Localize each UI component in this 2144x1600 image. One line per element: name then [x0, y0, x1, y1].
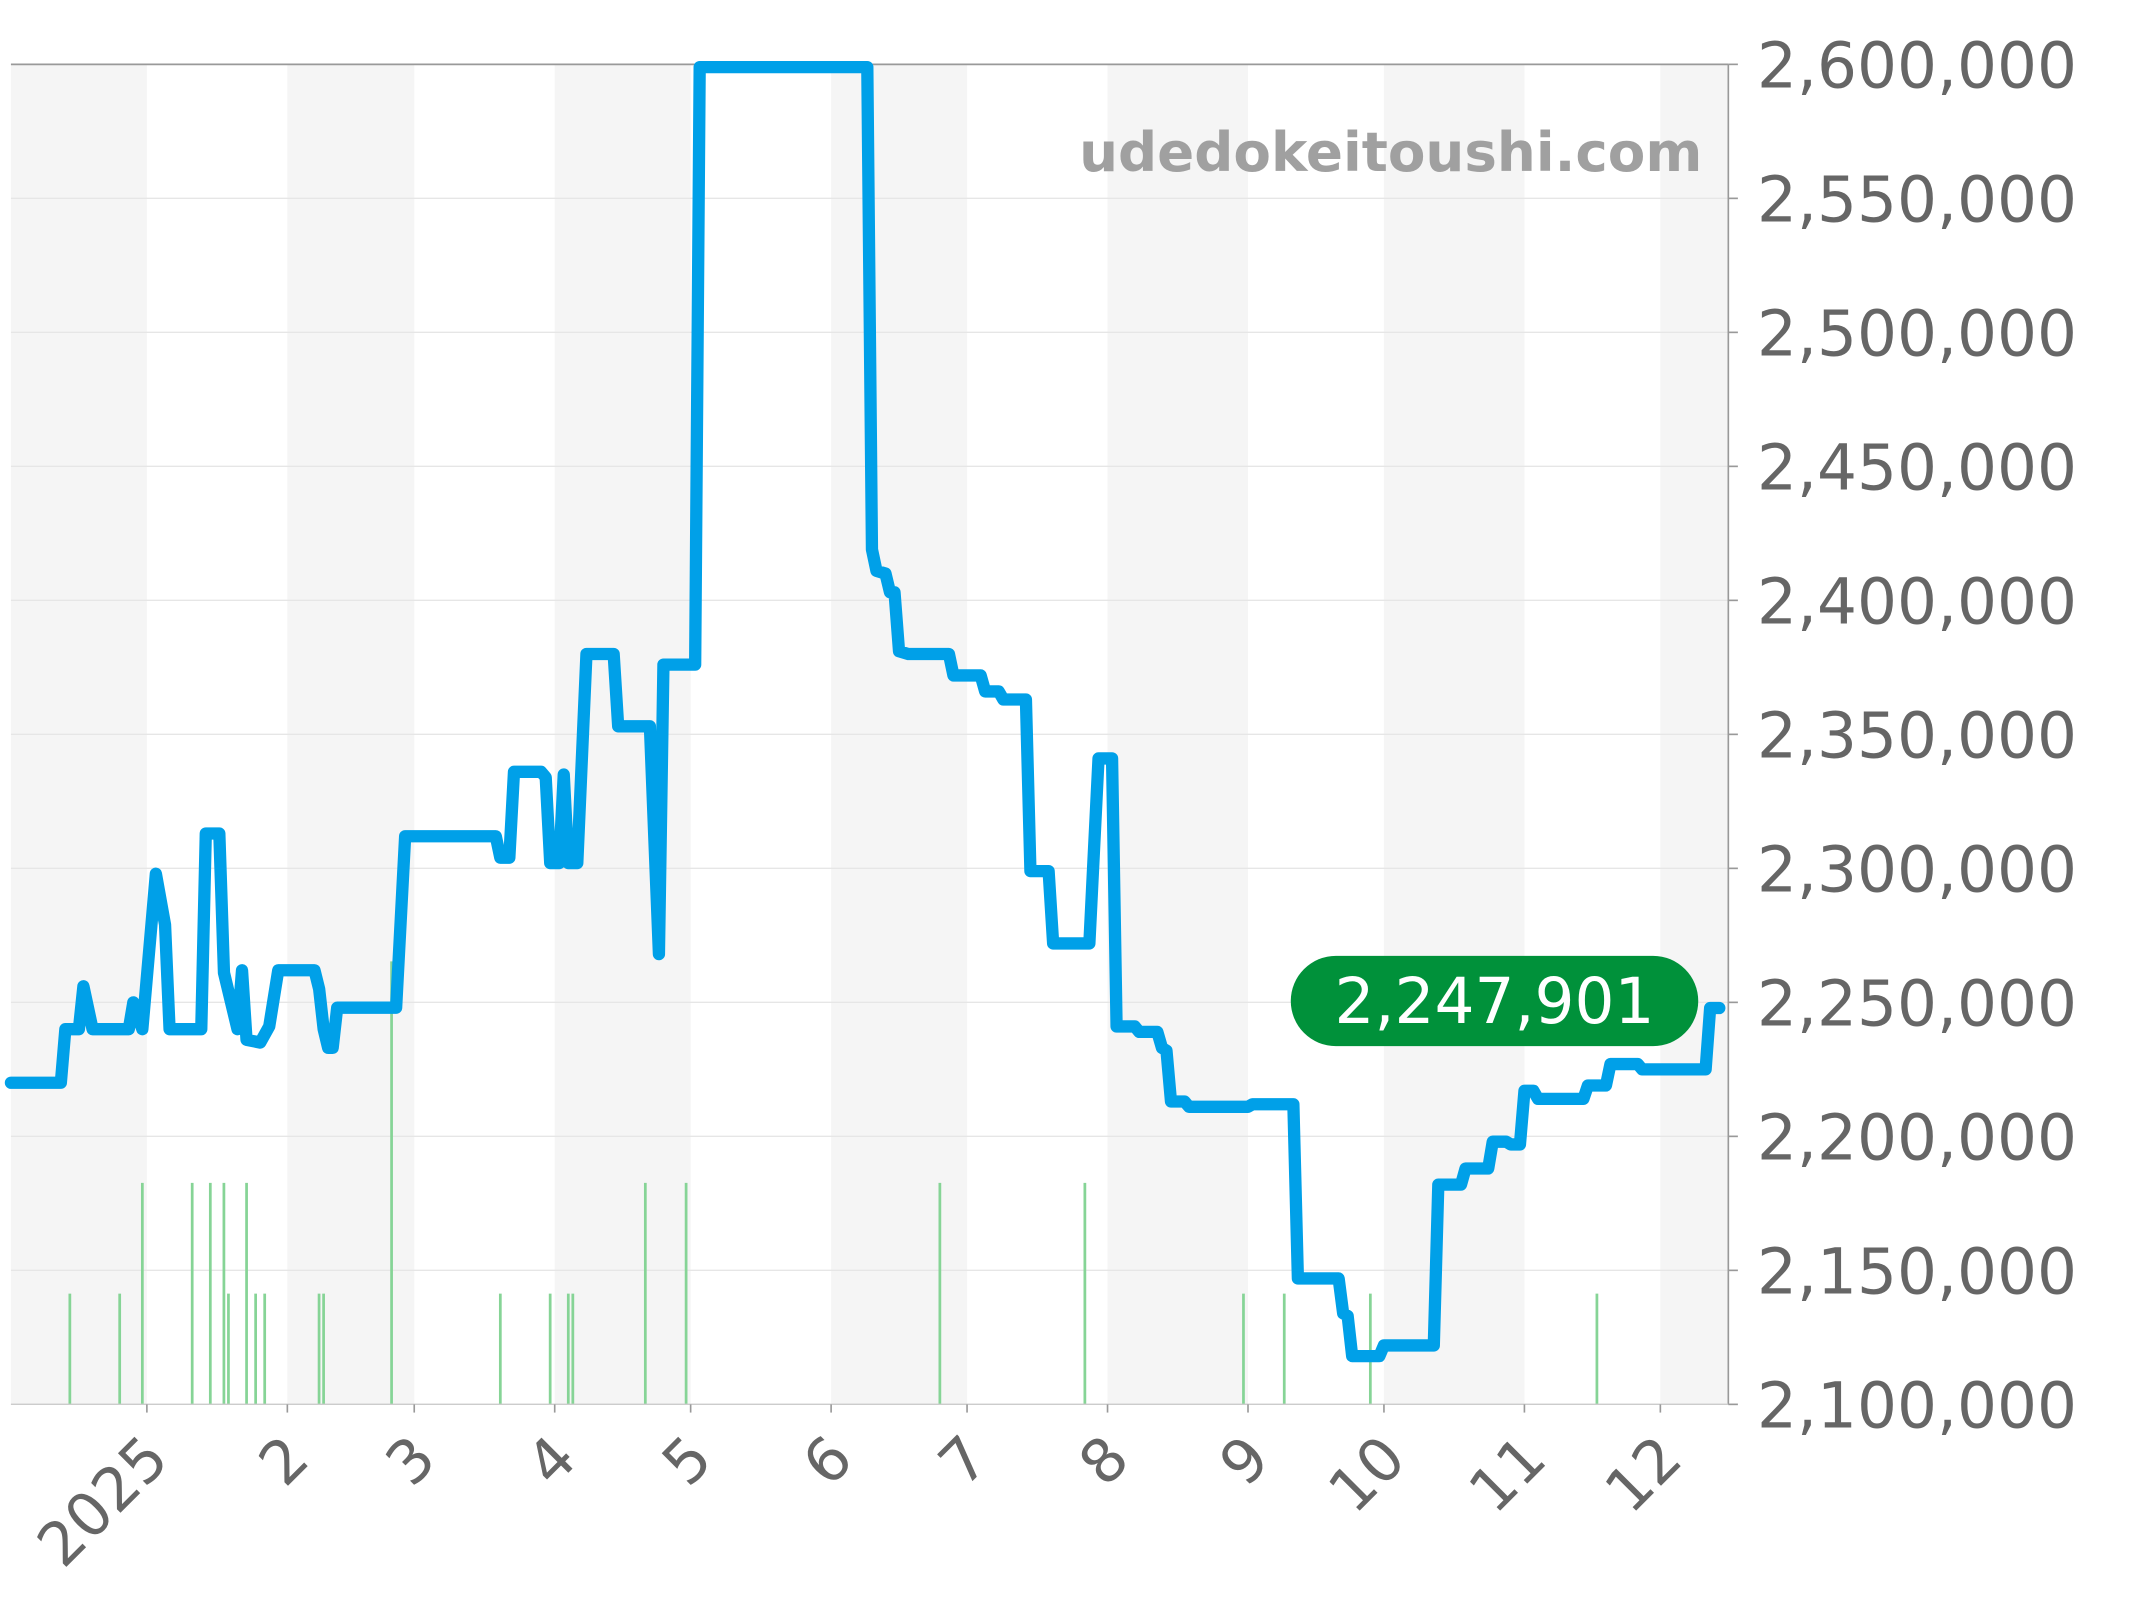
x-axis: 2025 2 3 4 5 6 7 8 9 10 11 12: [24, 1404, 1696, 1581]
y-tick-label: 2,550,000: [1757, 164, 2077, 237]
y-tick-label: 2,400,000: [1757, 566, 2077, 639]
x-tick-label: 5: [649, 1423, 726, 1500]
x-tick-label: 10: [1316, 1423, 1420, 1527]
y-tick-label: 2,200,000: [1757, 1102, 2077, 1175]
y-tick-label: 2,150,000: [1757, 1236, 2077, 1309]
y-tick-label: 2,450,000: [1757, 432, 2077, 505]
y-tick-label: 2,300,000: [1757, 834, 2077, 907]
x-tick-label: 8: [1066, 1423, 1143, 1500]
watermark: udedokeitoushi.com: [1079, 120, 1702, 184]
x-tick-label: 3: [373, 1423, 450, 1500]
x-tick-label: 6: [790, 1423, 867, 1500]
volume-bars: [68, 961, 1599, 1405]
price-line: [4, 60, 1726, 1363]
y-tick-label: 2,100,000: [1757, 1370, 2077, 1443]
x-tick-label: 11: [1456, 1423, 1560, 1527]
last-price-label: 2,247,901: [1335, 965, 1655, 1038]
x-tick-label: 4: [513, 1423, 590, 1500]
last-price-badge: 2,247,901: [1290, 955, 1699, 1047]
y-tick-label: 2,500,000: [1757, 298, 2077, 371]
x-tick-label: 12: [1592, 1423, 1696, 1527]
y-axis: 2,600,000 2,550,000 2,500,000 2,450,000 2,40…: [1728, 30, 2077, 1443]
x-tick-label: 9: [1207, 1423, 1284, 1500]
x-tick-label: 2: [246, 1423, 323, 1500]
x-tick-label: 7: [926, 1423, 1003, 1500]
x-tick-label: 2025: [24, 1423, 182, 1581]
y-tick-label: 2,250,000: [1757, 968, 2077, 1041]
y-tick-label: 2,600,000: [1757, 30, 2077, 103]
last-price-badge-bg: [1290, 955, 1699, 1047]
y-tick-label: 2,350,000: [1757, 700, 2077, 773]
